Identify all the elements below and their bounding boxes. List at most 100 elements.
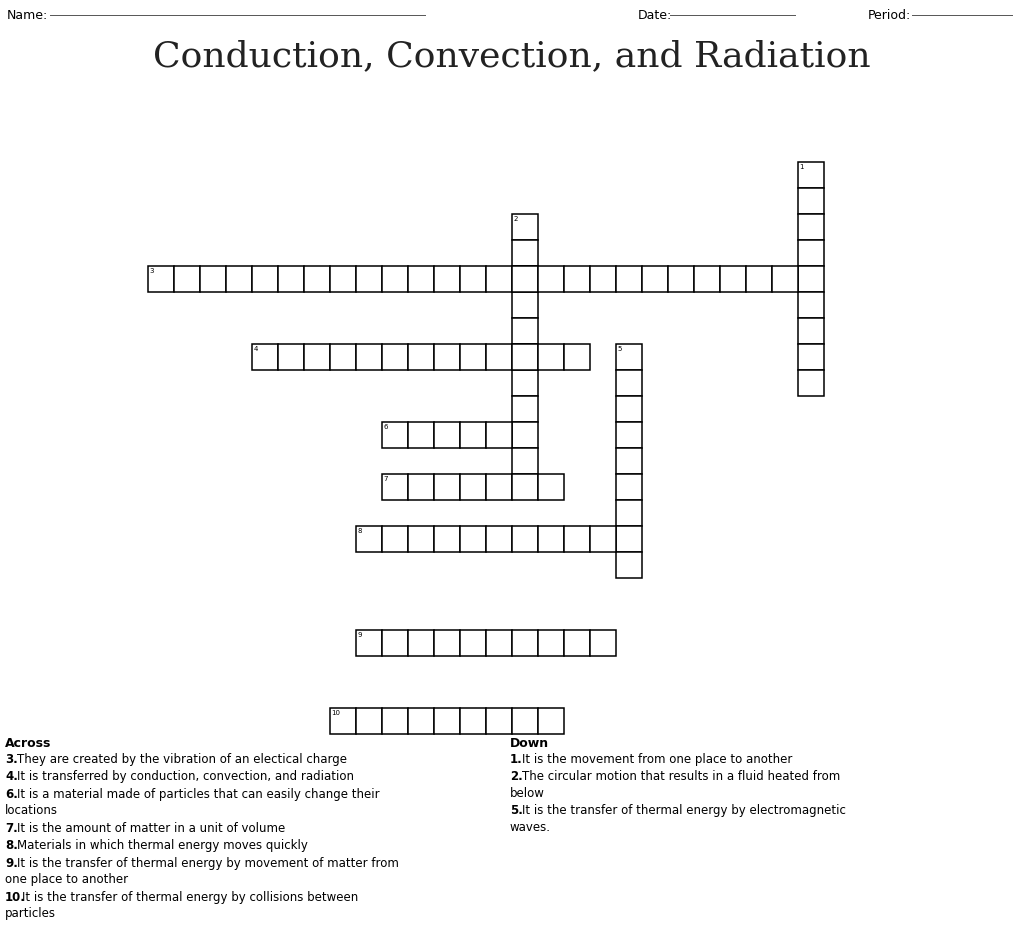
- Bar: [460, 527, 486, 552]
- Text: Down: Down: [510, 736, 549, 750]
- Text: 7: 7: [384, 476, 388, 482]
- Bar: [564, 345, 590, 371]
- Text: 3: 3: [150, 268, 154, 274]
- Text: 8: 8: [357, 528, 362, 534]
- Bar: [382, 423, 408, 448]
- Bar: [382, 267, 408, 293]
- Text: 6: 6: [384, 424, 388, 430]
- Bar: [512, 423, 538, 448]
- Bar: [616, 345, 642, 371]
- Bar: [564, 527, 590, 552]
- Bar: [798, 162, 824, 189]
- Text: 9: 9: [357, 632, 362, 638]
- Bar: [356, 345, 382, 371]
- Bar: [512, 215, 538, 241]
- Bar: [252, 267, 278, 293]
- Bar: [538, 345, 564, 371]
- Bar: [278, 345, 304, 371]
- Bar: [330, 345, 356, 371]
- Bar: [408, 267, 434, 293]
- Text: 2.: 2.: [510, 769, 522, 783]
- Text: 10.: 10.: [5, 890, 26, 903]
- Bar: [434, 423, 460, 448]
- Bar: [278, 267, 304, 293]
- Bar: [434, 345, 460, 371]
- Bar: [538, 527, 564, 552]
- Bar: [798, 241, 824, 267]
- Bar: [434, 475, 460, 500]
- Bar: [330, 267, 356, 293]
- Bar: [408, 475, 434, 500]
- Text: 2: 2: [513, 216, 518, 222]
- Bar: [460, 423, 486, 448]
- Bar: [772, 267, 798, 293]
- Bar: [798, 267, 824, 293]
- Bar: [590, 631, 616, 656]
- Bar: [460, 708, 486, 734]
- Bar: [174, 267, 200, 293]
- Bar: [460, 475, 486, 500]
- Bar: [460, 345, 486, 371]
- Bar: [616, 396, 642, 423]
- Bar: [798, 293, 824, 319]
- Text: below: below: [510, 786, 545, 800]
- Bar: [304, 267, 330, 293]
- Text: one place to another: one place to another: [5, 872, 128, 885]
- Bar: [538, 267, 564, 293]
- Bar: [434, 708, 460, 734]
- Bar: [252, 345, 278, 371]
- Bar: [616, 552, 642, 579]
- Text: 4: 4: [254, 346, 258, 352]
- Text: It is the transfer of thermal energy by movement of matter from: It is the transfer of thermal energy by …: [17, 856, 399, 869]
- Bar: [512, 241, 538, 267]
- Bar: [512, 396, 538, 423]
- Text: It is the transfer of thermal energy by electromagnetic: It is the transfer of thermal energy by …: [522, 803, 846, 817]
- Text: 1: 1: [800, 164, 804, 170]
- Text: 5.: 5.: [510, 803, 523, 817]
- Bar: [642, 267, 668, 293]
- Bar: [616, 475, 642, 500]
- Text: They are created by the vibration of an electical charge: They are created by the vibration of an …: [17, 752, 347, 766]
- Bar: [356, 708, 382, 734]
- Bar: [616, 371, 642, 396]
- Text: particles: particles: [5, 906, 56, 919]
- Text: Name:: Name:: [7, 9, 48, 22]
- Text: 7.: 7.: [5, 821, 17, 834]
- Bar: [616, 267, 642, 293]
- Bar: [720, 267, 746, 293]
- Bar: [408, 345, 434, 371]
- Bar: [486, 527, 512, 552]
- Bar: [538, 475, 564, 500]
- Bar: [486, 267, 512, 293]
- Bar: [486, 345, 512, 371]
- Bar: [512, 319, 538, 345]
- Text: 4.: 4.: [5, 769, 17, 783]
- Bar: [408, 631, 434, 656]
- Bar: [382, 708, 408, 734]
- Bar: [356, 527, 382, 552]
- Bar: [512, 527, 538, 552]
- Bar: [798, 189, 824, 215]
- Text: It is a material made of particles that can easily change their: It is a material made of particles that …: [17, 787, 380, 801]
- Bar: [694, 267, 720, 293]
- Bar: [746, 267, 772, 293]
- Bar: [590, 527, 616, 552]
- Bar: [512, 345, 538, 371]
- Bar: [798, 215, 824, 241]
- Bar: [512, 267, 538, 293]
- Bar: [460, 631, 486, 656]
- Bar: [512, 631, 538, 656]
- Bar: [512, 371, 538, 396]
- Bar: [486, 423, 512, 448]
- Text: It is the movement from one place to another: It is the movement from one place to ano…: [522, 752, 793, 766]
- Bar: [356, 631, 382, 656]
- Text: 5: 5: [617, 346, 622, 352]
- Bar: [616, 448, 642, 475]
- Text: Period:: Period:: [868, 9, 911, 22]
- Text: It is transferred by conduction, convection, and radiation: It is transferred by conduction, convect…: [17, 769, 354, 783]
- Bar: [434, 631, 460, 656]
- Bar: [382, 475, 408, 500]
- Bar: [382, 527, 408, 552]
- Bar: [798, 345, 824, 371]
- Bar: [486, 708, 512, 734]
